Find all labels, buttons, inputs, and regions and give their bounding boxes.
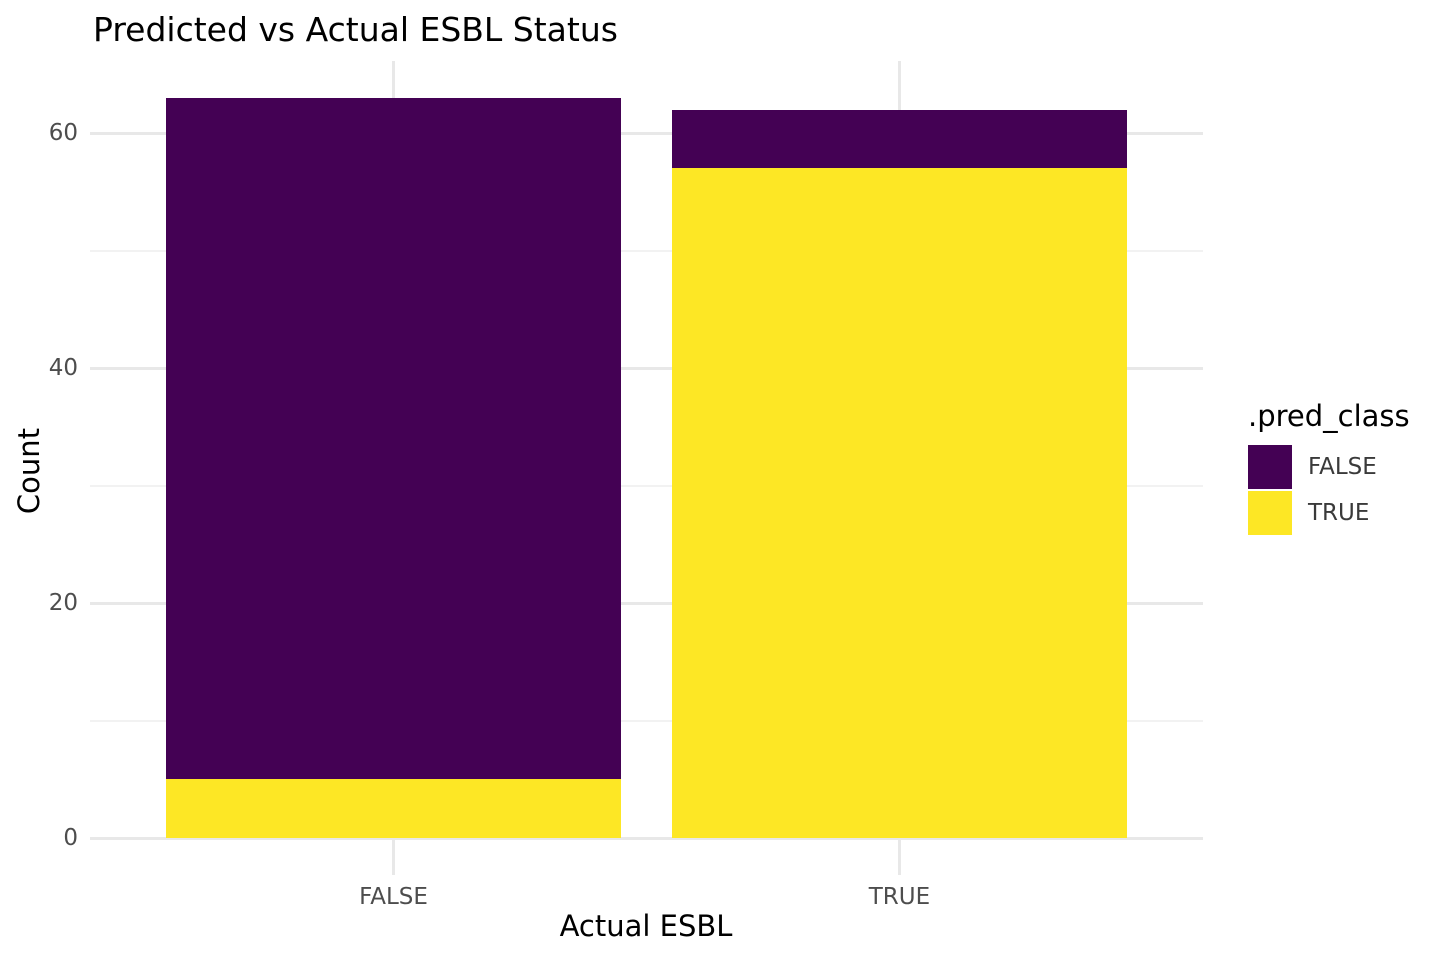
gridline-major-y-0 <box>90 836 1203 840</box>
y-tick-label-20: 20 <box>48 590 78 617</box>
y-tick-label-0: 0 <box>63 825 78 851</box>
bar-FALSE-segment-FALSE <box>165 98 622 780</box>
chart-title: Predicted vs Actual ESBL Status <box>93 10 618 49</box>
x-axis-title: Actual ESBL <box>559 909 733 943</box>
plot-panel <box>90 61 1203 875</box>
gridline-minor-y-30 <box>90 484 1203 487</box>
legend-swatch-FALSE <box>1248 445 1292 489</box>
legend-item-TRUE: TRUE <box>1248 491 1410 535</box>
y-axis-title: Count <box>12 427 46 515</box>
y-tick-label-60: 60 <box>48 120 78 147</box>
y-tick-label-40: 40 <box>48 355 78 382</box>
legend-item-FALSE: FALSE <box>1248 445 1410 489</box>
gridline-minor-y-50 <box>90 249 1203 252</box>
legend-title: .pred_class <box>1248 399 1410 433</box>
x-tick-label-FALSE: FALSE <box>359 884 428 910</box>
legend-label-FALSE: FALSE <box>1308 454 1377 480</box>
gridline-major-y-40 <box>90 366 1203 370</box>
legend-swatch-TRUE <box>1248 491 1292 535</box>
legend: .pred_class FALSE TRUE <box>1248 399 1410 537</box>
bar-FALSE-segment-TRUE <box>165 779 622 838</box>
x-tick-label-TRUE: TRUE <box>868 884 931 910</box>
bar-TRUE-segment-FALSE <box>671 109 1128 169</box>
legend-label-TRUE: TRUE <box>1308 500 1370 526</box>
gridline-major-y-60 <box>90 131 1203 135</box>
legend-items: FALSE TRUE <box>1248 445 1410 535</box>
gridline-major-y-20 <box>90 601 1203 605</box>
bar-TRUE-segment-TRUE <box>671 168 1128 838</box>
gridline-minor-y-10 <box>90 719 1203 722</box>
